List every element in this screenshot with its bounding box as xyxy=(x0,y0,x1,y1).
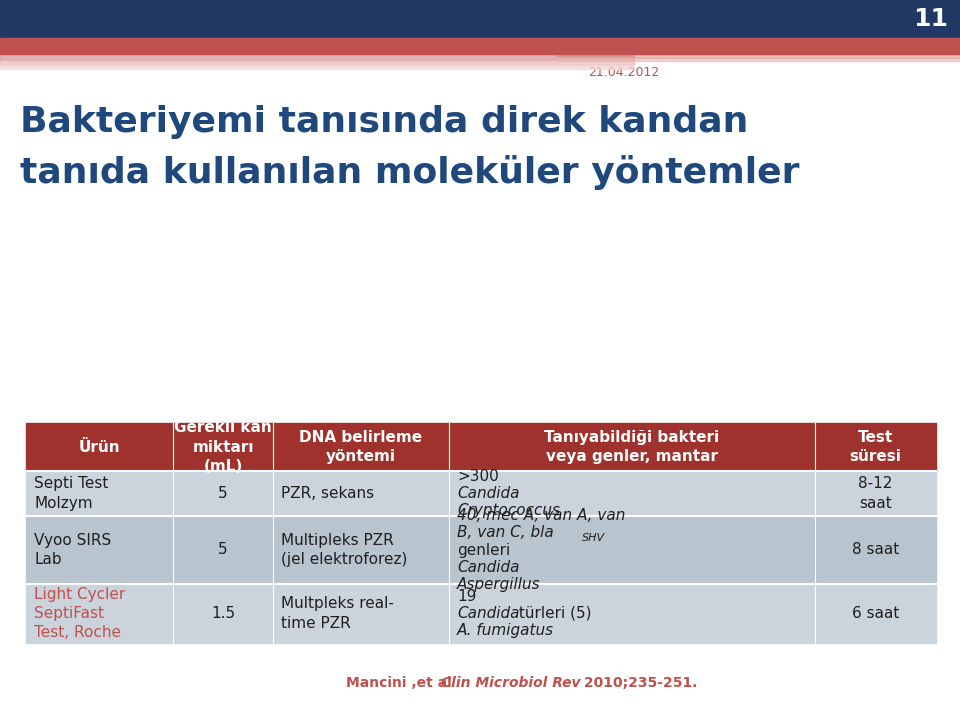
Text: 5: 5 xyxy=(218,486,228,501)
Text: Ürün: Ürün xyxy=(79,439,120,454)
Text: Candida: Candida xyxy=(457,606,519,621)
Bar xyxy=(557,54,960,58)
Text: Candida: Candida xyxy=(457,560,519,574)
Text: tanıda kullanılan moleküler yöntemler: tanıda kullanılan moleküler yöntemler xyxy=(20,155,800,190)
Bar xyxy=(557,58,960,61)
Bar xyxy=(26,584,936,643)
Text: Aspergillus: Aspergillus xyxy=(457,577,540,592)
Text: 2010;235-251.: 2010;235-251. xyxy=(579,676,697,690)
Text: 40, mec A, van A, van: 40, mec A, van A, van xyxy=(457,508,625,523)
Text: Multpleks real-
time PZR: Multpleks real- time PZR xyxy=(281,597,394,631)
Text: 5: 5 xyxy=(218,542,228,557)
Text: >300: >300 xyxy=(457,469,499,484)
Bar xyxy=(0,38,960,54)
Text: 8-12
saat: 8-12 saat xyxy=(858,476,893,510)
Text: Light Cycler
SeptiFast
Test, Roche: Light Cycler SeptiFast Test, Roche xyxy=(34,587,125,640)
Text: A. fumigatus: A. fumigatus xyxy=(457,623,554,638)
Text: Tanıyabildiği bakteri
veya genler, mantar: Tanıyabildiği bakteri veya genler, manta… xyxy=(544,430,720,464)
Bar xyxy=(26,471,936,516)
Text: 11: 11 xyxy=(913,7,948,31)
Bar xyxy=(26,516,936,584)
Text: Septi Test
Molzym: Septi Test Molzym xyxy=(34,476,108,510)
Bar xyxy=(0,65,634,69)
Text: Bakteriyemi tanısında direk kandan: Bakteriyemi tanısında direk kandan xyxy=(20,105,749,139)
Text: Mancini ,et al: Mancini ,et al xyxy=(346,676,456,690)
Bar xyxy=(26,423,936,471)
Text: Candida: Candida xyxy=(457,486,519,501)
Bar xyxy=(0,54,634,60)
Text: DNA belirleme
yöntemi: DNA belirleme yöntemi xyxy=(300,430,422,464)
Text: 6 saat: 6 saat xyxy=(852,606,900,621)
Text: Clin Microbiol Rev: Clin Microbiol Rev xyxy=(441,676,580,690)
Bar xyxy=(0,0,960,38)
Text: Cryptococcus: Cryptococcus xyxy=(457,503,560,518)
Bar xyxy=(0,60,634,65)
Text: türleri (5): türleri (5) xyxy=(514,606,591,621)
Text: 21.04.2012: 21.04.2012 xyxy=(588,65,660,78)
Text: 1.5: 1.5 xyxy=(211,606,235,621)
Text: 8 saat: 8 saat xyxy=(852,542,900,557)
Text: genleri: genleri xyxy=(457,542,511,557)
Text: Vyoo SIRS
Lab: Vyoo SIRS Lab xyxy=(34,533,111,567)
Text: SHV: SHV xyxy=(582,533,605,543)
Text: 19: 19 xyxy=(457,589,476,604)
Text: Gerekli kan
miktarı
(mL): Gerekli kan miktarı (mL) xyxy=(174,420,272,474)
Text: B, van C, bla: B, van C, bla xyxy=(457,525,554,540)
Text: Multipleks PZR
(jel elektroforez): Multipleks PZR (jel elektroforez) xyxy=(281,533,407,567)
Text: PZR, sekans: PZR, sekans xyxy=(281,486,374,501)
Text: Test
süresi: Test süresi xyxy=(850,430,901,464)
